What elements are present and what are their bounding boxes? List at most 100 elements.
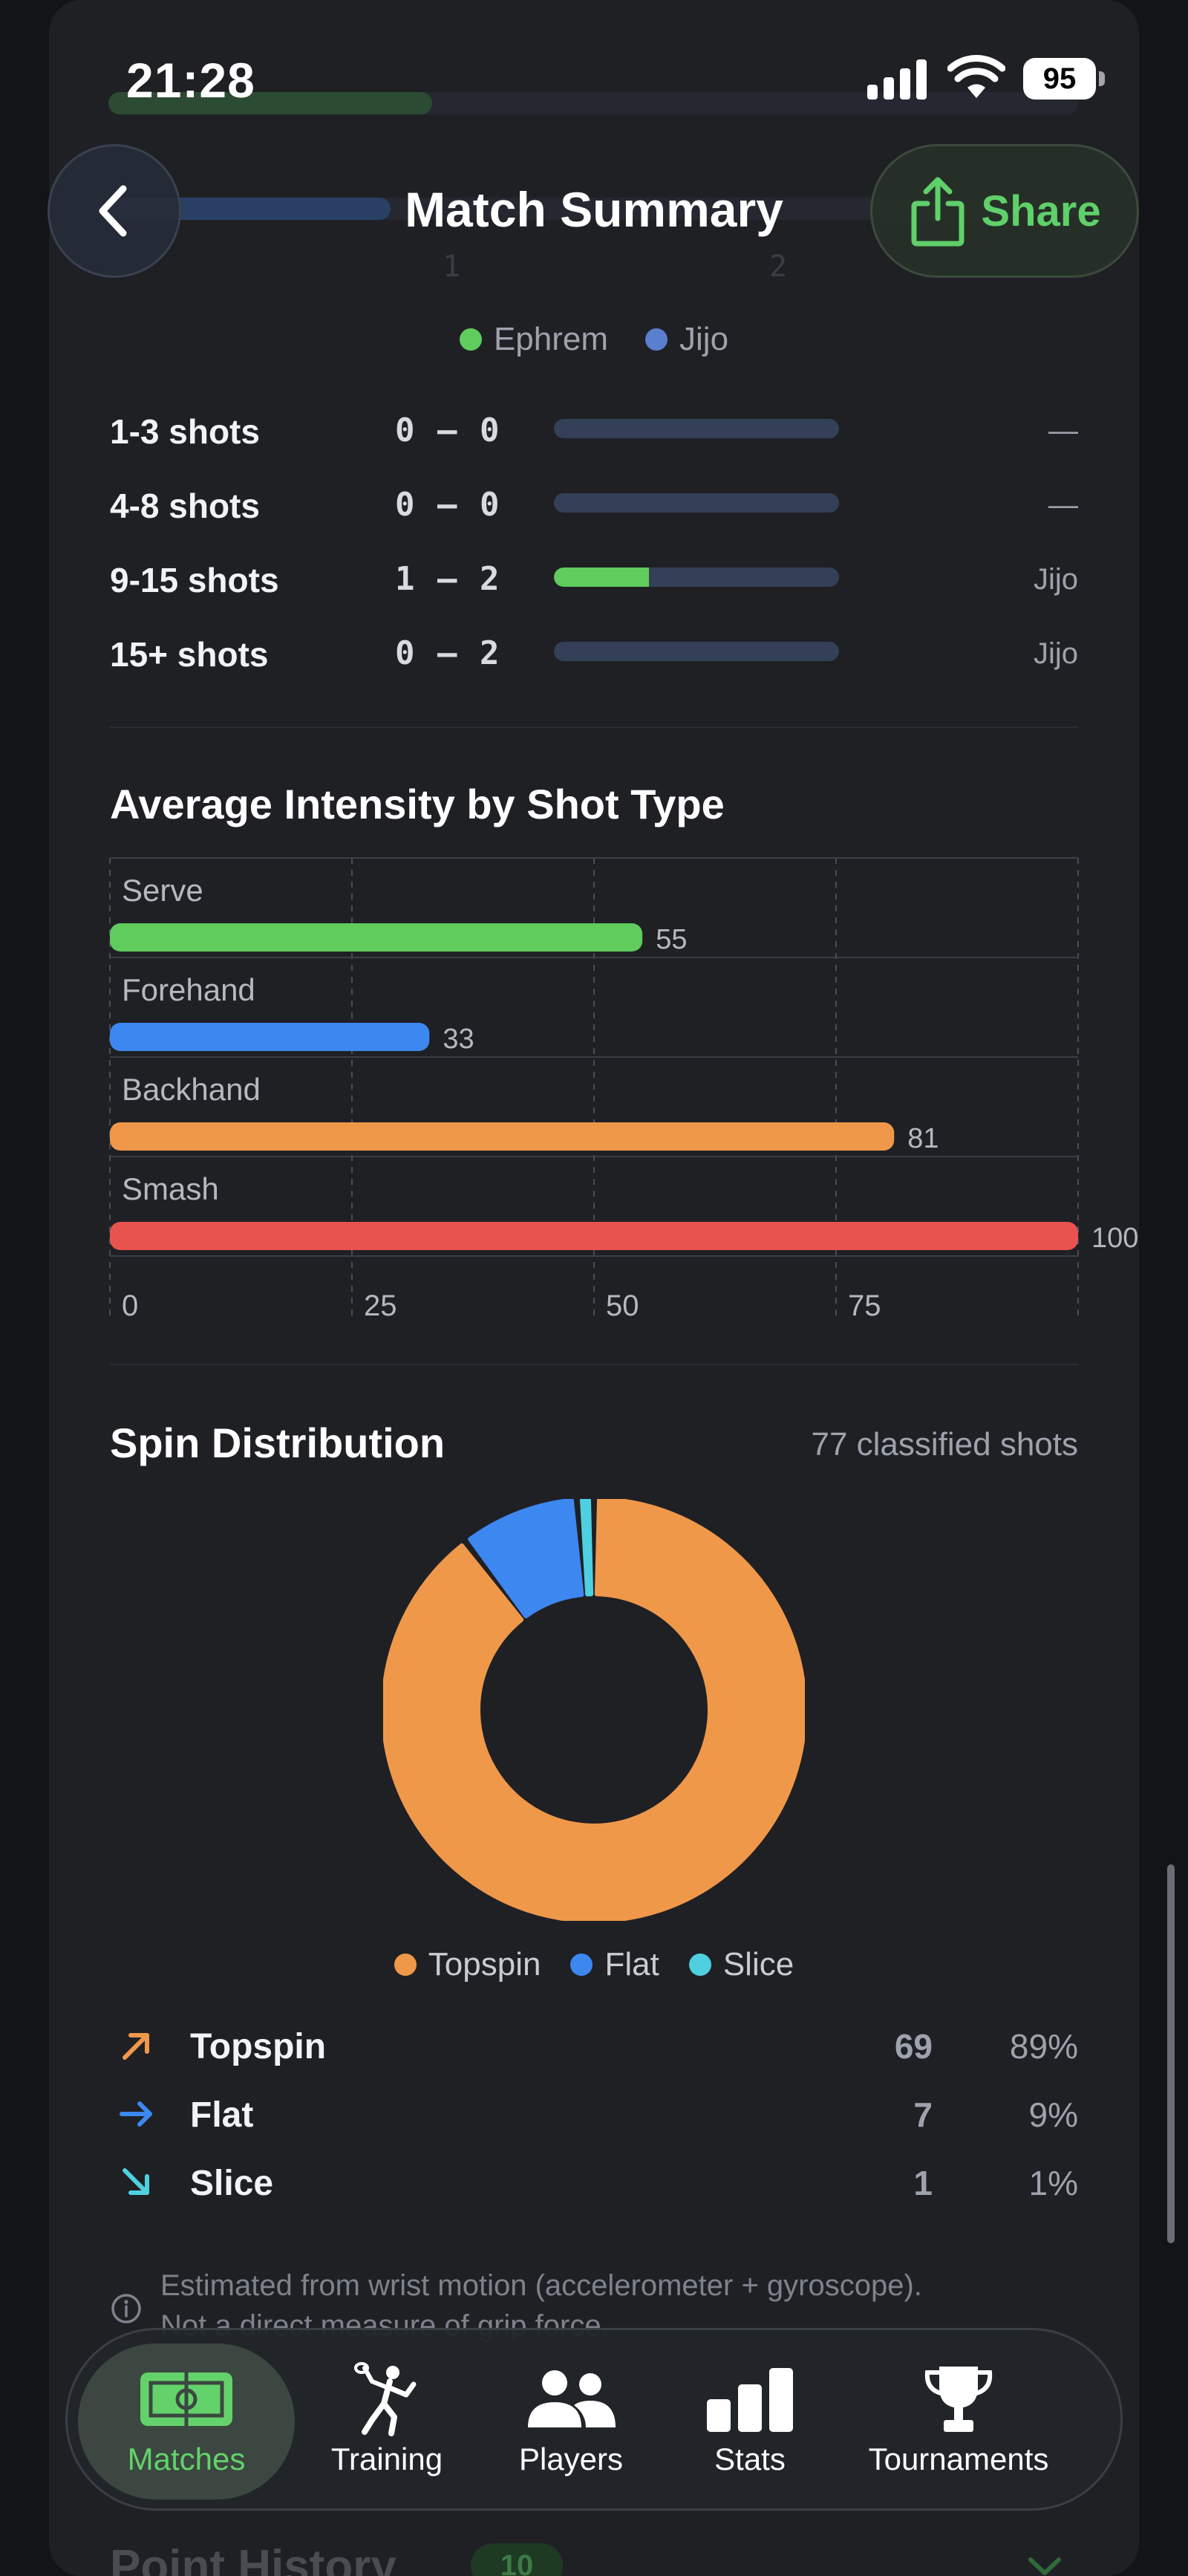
- point-history-count-badge: 10: [471, 2543, 563, 2576]
- tab-stats[interactable]: Stats: [672, 2344, 828, 2499]
- court-icon: [134, 2366, 238, 2433]
- spin-legend: Topspin Flat Slice: [0, 1946, 1188, 1983]
- intensity-bar: [110, 1023, 430, 1051]
- legend-label: Ephrem: [493, 321, 609, 357]
- chevron-left-icon: [99, 185, 127, 237]
- note-line-1: Estimated from wrist motion (acceleromet…: [160, 2269, 922, 2302]
- intensity-bar: [110, 1222, 1078, 1250]
- rally-label: 4-8 shots: [110, 487, 260, 525]
- x-tick-label: 0: [122, 1289, 138, 1322]
- tab-tournaments[interactable]: Tournaments: [850, 2344, 1067, 2499]
- share-button[interactable]: Share: [870, 144, 1139, 278]
- section-divider: [110, 1364, 1078, 1365]
- rally-score: 1 – 2: [395, 560, 501, 598]
- donut-slice-topspin: [383, 1499, 805, 1921]
- spin-section-title: Spin Distribution: [110, 1419, 446, 1466]
- rally-score: 0 – 0: [395, 486, 501, 524]
- battery-indicator: 95: [1023, 58, 1096, 100]
- spin-count: 1: [913, 2164, 933, 2202]
- rally-winner: —: [1048, 414, 1078, 447]
- back-button[interactable]: [48, 144, 181, 278]
- wifi-icon: [947, 55, 1005, 98]
- arrow-up-right-icon: [123, 2033, 149, 2060]
- x-tick-label: 75: [848, 1289, 881, 1322]
- chevron-down-icon[interactable]: [1026, 2555, 1063, 2576]
- spin-row: Topspin 69 89%: [110, 2020, 1078, 2072]
- intensity-chart-svg: Serve 55 Forehand 33 Backhand 81 Smash 100 0 25 50…: [109, 857, 1138, 1322]
- spin-donut-chart: [383, 1499, 805, 1921]
- legend-label: Slice: [722, 1946, 794, 1983]
- rally-score: 0 – 2: [395, 634, 501, 672]
- tab-bar: Matches Training Players: [65, 2328, 1123, 2511]
- scrollbar[interactable]: [1167, 1864, 1175, 2243]
- bar-value-label: 81: [907, 1123, 939, 1154]
- rally-bar-track: [554, 493, 839, 513]
- legend-dot: [688, 1954, 711, 1976]
- rally-winner: —: [1048, 489, 1078, 521]
- donut-slice-flat: [468, 1499, 584, 1619]
- rally-bar-track: [554, 567, 839, 587]
- intensity-bar: [110, 923, 643, 952]
- player-swing-icon: [335, 2362, 439, 2436]
- rally-bar-track: [554, 419, 839, 438]
- legend-dot: [459, 328, 482, 351]
- spin-name: Topspin: [190, 2027, 327, 2066]
- spin-row: Flat 7 9%: [110, 2089, 1078, 2141]
- status-time: 21:28: [126, 53, 255, 108]
- legend-item-slice: Slice: [688, 1946, 794, 1983]
- cellular-signal-icon: [867, 59, 927, 100]
- ghost-label-2: 2: [769, 250, 788, 284]
- spin-percent: 9%: [1028, 2095, 1078, 2134]
- bar-value-label: 100: [1091, 1223, 1138, 1254]
- tab-players[interactable]: Players: [488, 2344, 654, 2499]
- classified-shots-count: 77 classified shots: [811, 1426, 1078, 1463]
- tab-label: Players: [518, 2442, 624, 2476]
- spin-count: 69: [894, 2027, 933, 2066]
- share-label: Share: [981, 186, 1101, 235]
- legend-label: Topspin: [428, 1946, 541, 1983]
- rally-row: 1-3 shots 0 – 0 —: [110, 407, 1078, 452]
- bar-value-label: 55: [656, 924, 687, 955]
- legend-label: Jijo: [679, 321, 729, 357]
- intensity-section-title: Average Intensity by Shot Type: [110, 781, 725, 827]
- section-divider: [110, 726, 1078, 728]
- rally-winner: Jijo: [1033, 563, 1078, 596]
- people-icon: [519, 2366, 623, 2433]
- ghost-progress-fill: [108, 92, 432, 114]
- rally-label: 15+ shots: [110, 635, 269, 674]
- rally-winner: Jijo: [1033, 637, 1078, 670]
- point-history-title[interactable]: Point History: [110, 2541, 396, 2576]
- legend-dot: [394, 1954, 417, 1976]
- category-label: Serve: [122, 873, 203, 908]
- category-label: Backhand: [122, 1072, 261, 1107]
- donut-slice-slice: [579, 1499, 594, 1597]
- spin-percent: 89%: [1009, 2027, 1078, 2066]
- rally-score: 0 – 0: [395, 412, 501, 449]
- intensity-chart: Serve 55 Forehand 33 Backhand 81 Smash 100 0 25 50…: [109, 857, 1138, 1322]
- trophy-icon: [907, 2366, 1011, 2433]
- category-label: Forehand: [122, 972, 255, 1007]
- rally-row: 15+ shots 0 – 2 Jijo: [110, 630, 1078, 674]
- intensity-bar: [110, 1122, 895, 1151]
- tab-matches[interactable]: Matches: [78, 2344, 295, 2499]
- battery-tip: [1099, 71, 1105, 86]
- rally-label: 1-3 shots: [110, 412, 260, 451]
- bar-value-label: 33: [443, 1024, 474, 1055]
- legend-dot: [645, 328, 668, 351]
- rally-label: 9-15 shots: [110, 561, 279, 599]
- players-legend: Ephrem Jijo: [0, 321, 1188, 358]
- spin-name: Flat: [190, 2095, 254, 2135]
- bar-chart-icon: [698, 2366, 802, 2433]
- x-tick-label: 25: [364, 1289, 397, 1322]
- legend-label: Flat: [604, 1946, 659, 1983]
- tab-training[interactable]: Training: [304, 2344, 470, 2499]
- tab-label: Matches: [127, 2442, 246, 2476]
- rally-row: 4-8 shots 0 – 0 —: [110, 481, 1078, 526]
- spin-count: 7: [913, 2095, 933, 2134]
- page-title: Match Summary: [405, 182, 783, 237]
- spin-name: Slice: [190, 2164, 274, 2203]
- legend-dot: [570, 1954, 593, 1976]
- arrow-down-right-icon: [123, 2168, 149, 2195]
- x-tick-label: 50: [606, 1289, 639, 1322]
- legend-item-jijo: Jijo: [645, 321, 728, 358]
